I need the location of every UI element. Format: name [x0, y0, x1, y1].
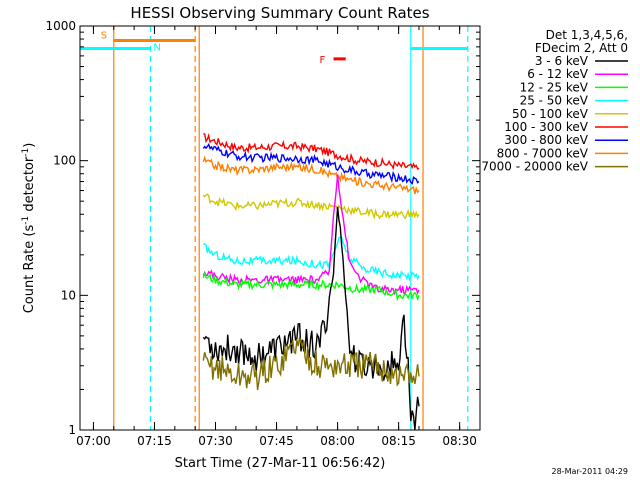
- series-50-100-kev: [202, 193, 420, 220]
- x-tick-label: 08:30: [442, 434, 477, 448]
- series-25-50-kev: [203, 236, 420, 282]
- y-tick-label: 1000: [45, 19, 76, 33]
- x-tick-label: 07:45: [259, 434, 294, 448]
- legend-label-800-7000-kev: 800 - 7000 keV: [497, 146, 589, 160]
- legend-label-3-6-kev: 3 - 6 keV: [535, 54, 589, 68]
- series-300-800-kev: [202, 142, 420, 185]
- series-800-7000-kev: [202, 155, 420, 195]
- footer-timestamp: 28-Mar-2011 04:29: [552, 467, 629, 476]
- saa-label: S: [101, 31, 107, 42]
- legend-label-50-100-kev: 50 - 100 keV: [512, 107, 589, 121]
- legend-label-100-300-kev: 100 - 300 keV: [504, 120, 588, 134]
- chart-title: HESSI Observing Summary Count Rates: [130, 4, 429, 22]
- legend-header-line-1: Det 1,3,4,5,6,: [546, 28, 628, 42]
- x-tick-label: 08:15: [381, 434, 416, 448]
- legend-label-6-12-kev: 6 - 12 keV: [527, 67, 589, 81]
- x-tick-label: 07:15: [137, 434, 172, 448]
- night-0-label: N: [153, 43, 160, 54]
- legend-label-7000-20000-kev: 7000 - 20000 keV: [481, 160, 588, 174]
- x-tick-label: 08:00: [320, 434, 355, 448]
- legend-label-25-50-kev: 25 - 50 keV: [520, 94, 589, 108]
- flare-label: F: [320, 55, 326, 66]
- x-tick-label: 07:30: [198, 434, 233, 448]
- y-tick-label: 100: [53, 154, 76, 168]
- series-12-25-kev: [202, 272, 420, 302]
- legend-label-300-800-kev: 300 - 800 keV: [504, 133, 588, 147]
- x-tick-label: 07:00: [76, 434, 111, 448]
- plot-frame: [79, 25, 481, 431]
- legend-header-line-2: FDecim 2, Att 0: [535, 41, 628, 55]
- series-group: [202, 132, 420, 431]
- legend-label-12-25-kev: 12 - 25 keV: [520, 80, 589, 94]
- y-tick-label: 1: [68, 423, 76, 437]
- series-100-300-kev: [203, 132, 420, 171]
- y-axis-label: Count Rate (s-1 detector-1): [21, 143, 37, 314]
- event-vertical-lines: [113, 26, 469, 430]
- x-axis-label: Start Time (27-Mar-11 06:56:42): [175, 456, 386, 471]
- x-axis-ticks: 07:00 07:15 07:30 07:45 08:00 08:15 08:30: [76, 26, 481, 448]
- y-tick-label: 10: [61, 288, 76, 302]
- y-axis-ticks: 1 10 100 1000: [45, 19, 480, 437]
- series-7000-20000-kev: [202, 337, 420, 391]
- event-bars: S N F: [80, 31, 468, 66]
